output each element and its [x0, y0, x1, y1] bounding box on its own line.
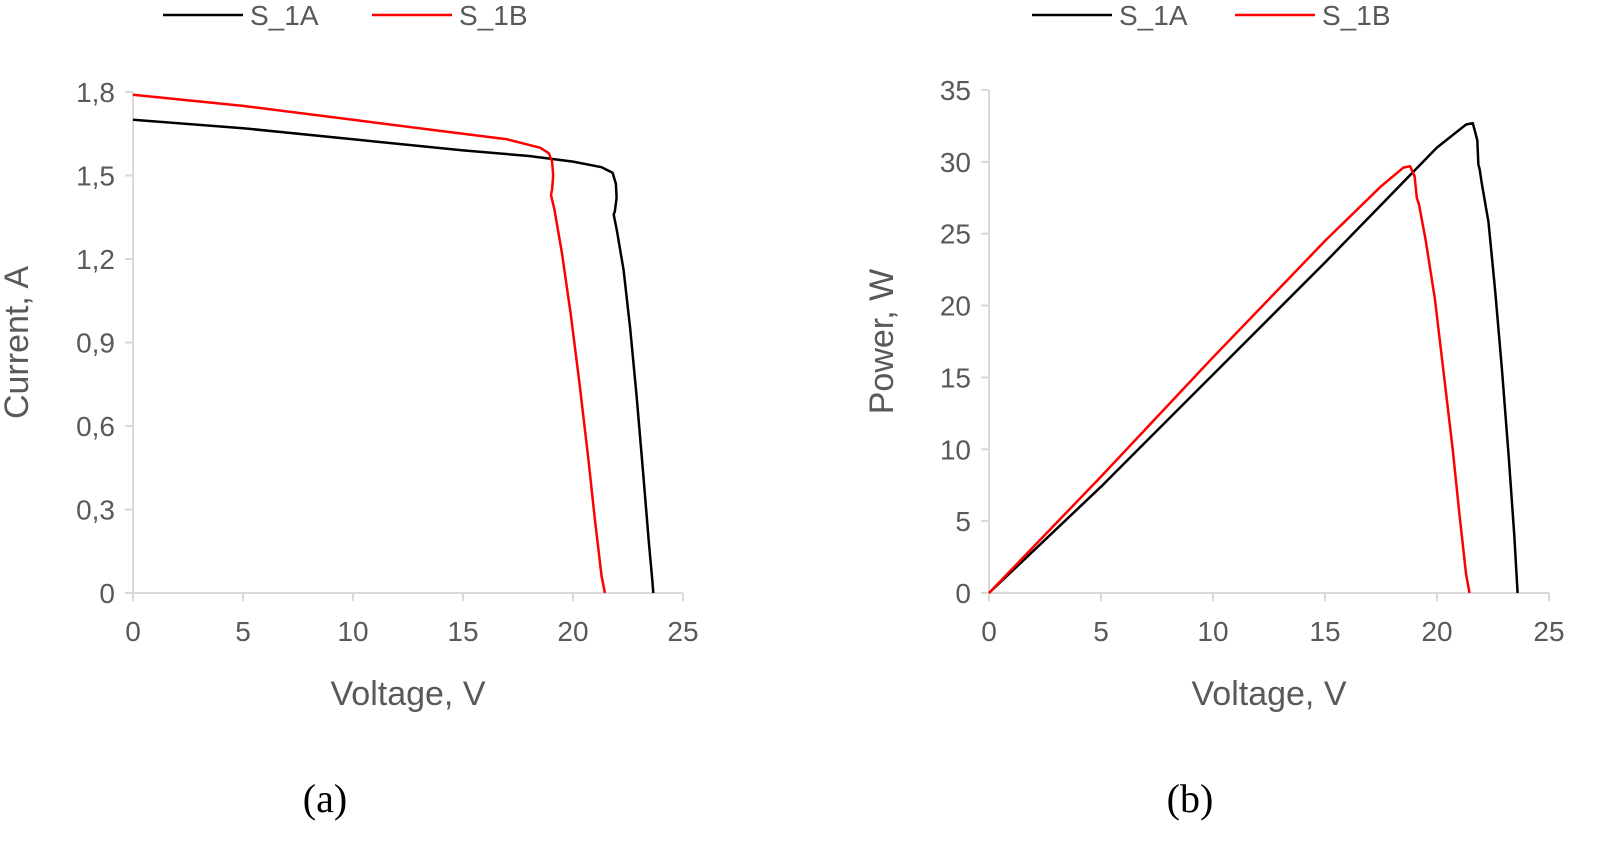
x-tick-label: 15 — [1309, 616, 1340, 647]
y-tick-label: 35 — [940, 75, 971, 106]
y-tick-label: 0,9 — [76, 328, 115, 359]
y-tick-label: 0 — [955, 578, 971, 609]
y-tick-label: 10 — [940, 434, 971, 465]
legend-label: S_1A — [250, 0, 319, 31]
x-tick-label: 15 — [447, 616, 478, 647]
y-tick-label: 20 — [940, 291, 971, 322]
y-tick-label: 5 — [955, 506, 971, 537]
series-line-s-1a — [988, 121, 1519, 594]
y-tick-label: 25 — [940, 219, 971, 250]
x-tick-label: 5 — [1093, 616, 1109, 647]
y-tick-label: 0 — [99, 578, 115, 609]
panel-caption: (b) — [1167, 776, 1214, 821]
x-tick-label: 0 — [981, 616, 997, 647]
chart-panel-a: 0 0,3 0,6 0,9 1,2 1,5 1,8 0 5 10 15 20 25 Voltage, V C… — [0, 0, 699, 821]
chart-panel-b: 0 5 10 15 20 25 30 35 0 5 10 15 20 25 Voltage, V Power,… — [863, 0, 1565, 821]
y-tick-label: 1,5 — [76, 161, 115, 192]
y-axis-title: Current, A — [0, 266, 36, 419]
x-tick-label: 25 — [667, 616, 698, 647]
x-tick-label: 10 — [337, 616, 368, 647]
panel-caption: (a) — [303, 776, 347, 821]
y-tick-label: 1,8 — [76, 77, 115, 108]
x-tick-label: 20 — [557, 616, 588, 647]
y-tick-label: 0,6 — [76, 411, 115, 442]
series-line-s-1b — [988, 164, 1471, 594]
x-tick-label: 25 — [1533, 616, 1564, 647]
y-tick-label: 15 — [940, 362, 971, 393]
legend-label: S_1A — [1119, 0, 1188, 31]
y-tick-label: 30 — [940, 147, 971, 178]
series-line-s-1a — [132, 118, 655, 594]
x-axis-title: Voltage, V — [1191, 675, 1346, 713]
x-axis-title: Voltage, V — [330, 675, 485, 713]
x-tick-label: 20 — [1421, 616, 1452, 647]
x-tick-label: 0 — [125, 616, 141, 647]
y-tick-label: 0,3 — [76, 495, 115, 526]
x-tick-label: 10 — [1197, 616, 1228, 647]
y-tick-label: 1,2 — [76, 244, 115, 275]
x-tick-label: 5 — [235, 616, 251, 647]
series-line-s-1b — [132, 93, 607, 594]
legend-label: S_1B — [459, 0, 528, 31]
y-axis-title: Power, W — [863, 269, 901, 414]
legend-label: S_1B — [1322, 0, 1391, 31]
